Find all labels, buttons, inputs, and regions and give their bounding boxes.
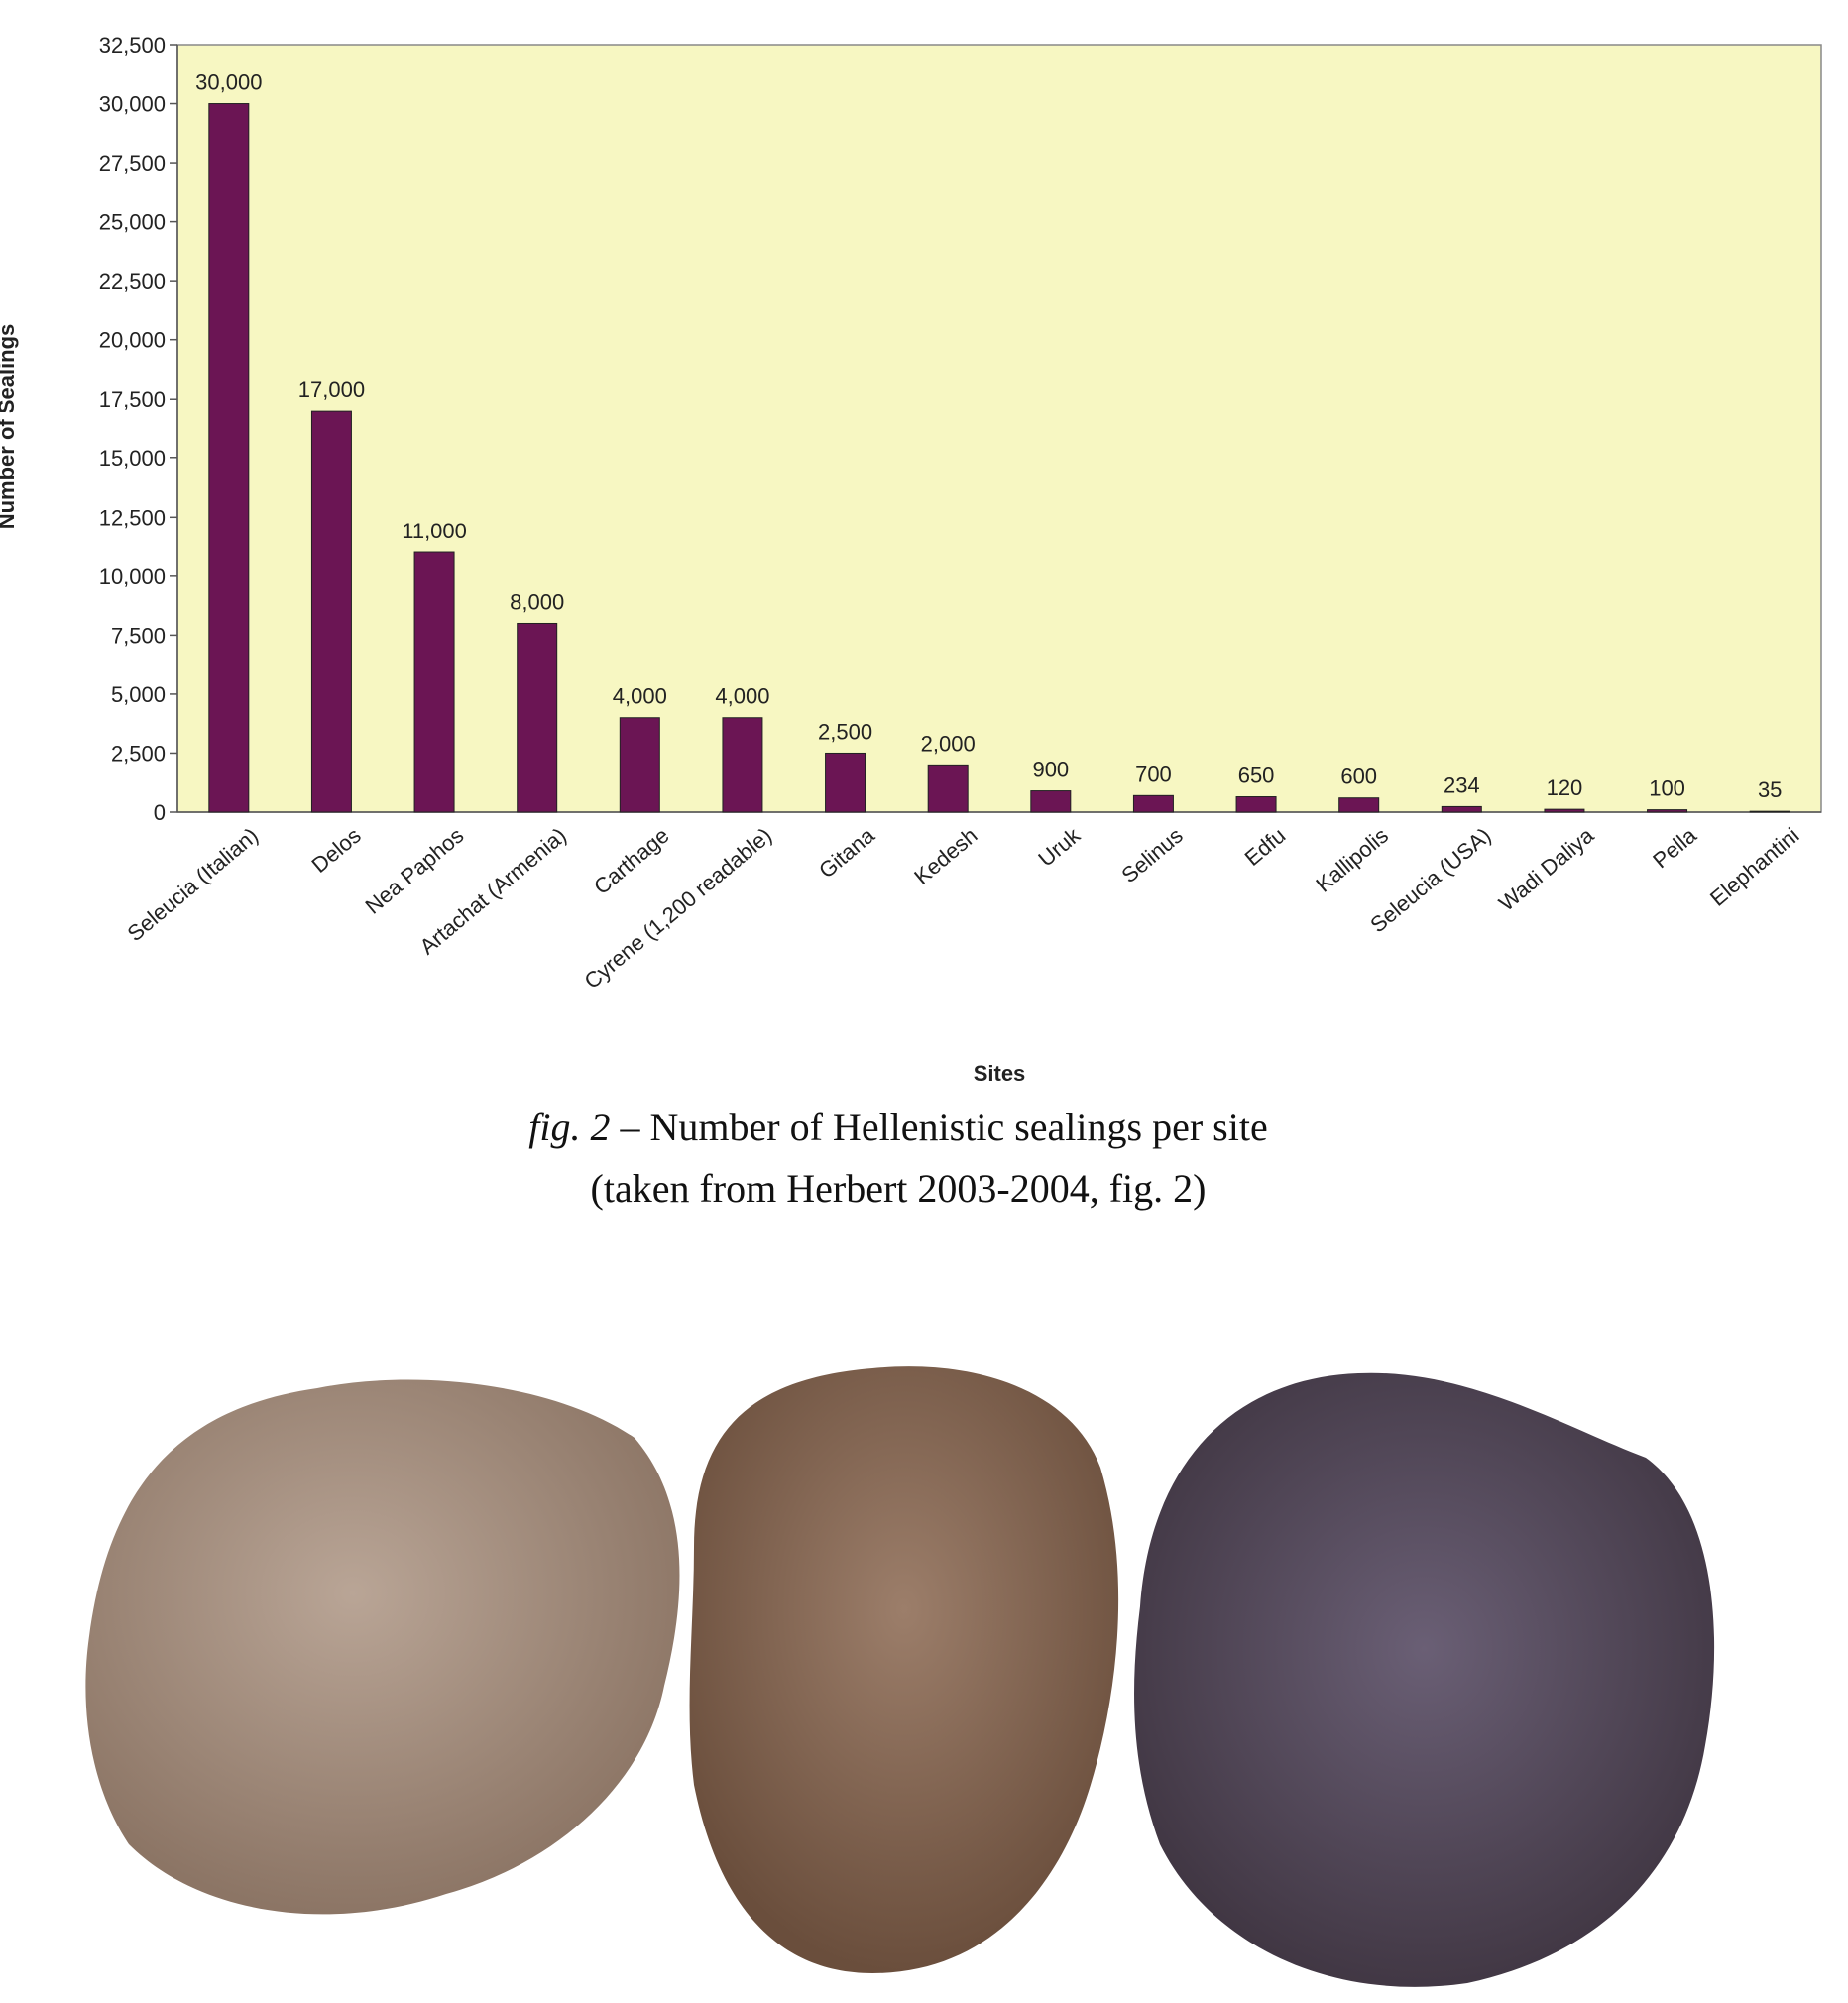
y-tick-label: 10,000 (99, 564, 166, 589)
x-tick-label: Delos (307, 823, 366, 878)
bar (1544, 808, 1585, 813)
y-tick-label: 32,500 (99, 33, 166, 58)
bar (1338, 797, 1380, 813)
bar (1030, 790, 1072, 813)
y-tick-label: 5,000 (111, 682, 166, 707)
value-label: 650 (1238, 764, 1275, 788)
y-tick-label: 27,500 (99, 151, 166, 176)
y-tick-label: 17,500 (99, 387, 166, 412)
bar (927, 764, 969, 813)
bar (1235, 796, 1277, 813)
value-label: 120 (1547, 775, 1583, 800)
y-tick-label: 12,500 (99, 505, 166, 530)
value-label: 900 (1032, 758, 1069, 782)
value-label: 8,000 (510, 589, 564, 614)
y-tick-label: 7,500 (111, 623, 166, 648)
bar (1647, 809, 1688, 813)
x-tick-label: Seleucia (Italian) (123, 823, 264, 946)
x-tick-label: Kallipolis (1311, 823, 1393, 897)
value-label: 100 (1649, 776, 1685, 801)
x-tick-label: Selinus (1116, 823, 1187, 888)
x-tick-label: Pella (1648, 822, 1701, 873)
x-axis-title: Sites (974, 1061, 1026, 1086)
x-tick-label: Kedesh (909, 823, 982, 889)
caption-line: fig. 2 – Number of Hellenistic sealings … (528, 1105, 1267, 1149)
caption-label: fig. 2 (528, 1105, 610, 1149)
value-label: 600 (1340, 765, 1377, 789)
x-tick-label: Gitana (814, 822, 879, 883)
y-tick-label: 25,000 (99, 210, 166, 235)
sealing-photo (689, 1366, 1119, 1973)
value-label: 2,000 (921, 731, 976, 756)
y-tick-label: 2,500 (111, 741, 166, 766)
photos (85, 1366, 1715, 1987)
bar (1749, 810, 1790, 813)
bar (310, 410, 352, 813)
caption-source: (taken from Herbert 2003-2004, fig. 2) (591, 1166, 1207, 1211)
value-label: 35 (1758, 777, 1782, 802)
x-tick-label: Edfu (1240, 823, 1291, 871)
bar (1441, 805, 1482, 813)
y-tick-label: 30,000 (99, 92, 166, 117)
y-tick-label: 15,000 (99, 446, 166, 471)
value-label: 4,000 (613, 684, 667, 709)
value-label: 11,000 (402, 519, 467, 543)
bar (413, 551, 455, 813)
x-tick-label: Uruk (1033, 822, 1085, 872)
sealing-photo (1134, 1372, 1715, 1987)
value-label: 234 (1444, 772, 1480, 797)
value-label: 17,000 (298, 377, 365, 402)
bar (722, 717, 763, 813)
bar (517, 622, 558, 813)
bar (1132, 794, 1174, 813)
x-tick-label: Elephantini (1705, 823, 1803, 911)
y-tick-label: 22,500 (99, 269, 166, 294)
x-tick-label: Carthage (589, 823, 673, 899)
y-tick-label: 20,000 (99, 328, 166, 353)
x-tick-label: Cyrene (1,200 readable) (579, 823, 776, 994)
x-tick-label: Wadi Daliya (1494, 822, 1599, 916)
bar (619, 717, 660, 813)
value-label: 2,500 (818, 719, 872, 744)
bar (208, 103, 250, 813)
sealing-photo (85, 1379, 680, 1915)
y-axis-title: Number of Sealings (0, 324, 19, 530)
value-label: 4,000 (715, 684, 769, 709)
x-tick-label: Nea Paphos (361, 823, 469, 919)
value-label: 30,000 (195, 70, 262, 95)
bar (825, 752, 866, 813)
y-tick-label: 0 (154, 800, 166, 825)
caption-title: – Number of Hellenistic sealings per sit… (620, 1105, 1268, 1149)
value-label: 700 (1135, 762, 1172, 786)
